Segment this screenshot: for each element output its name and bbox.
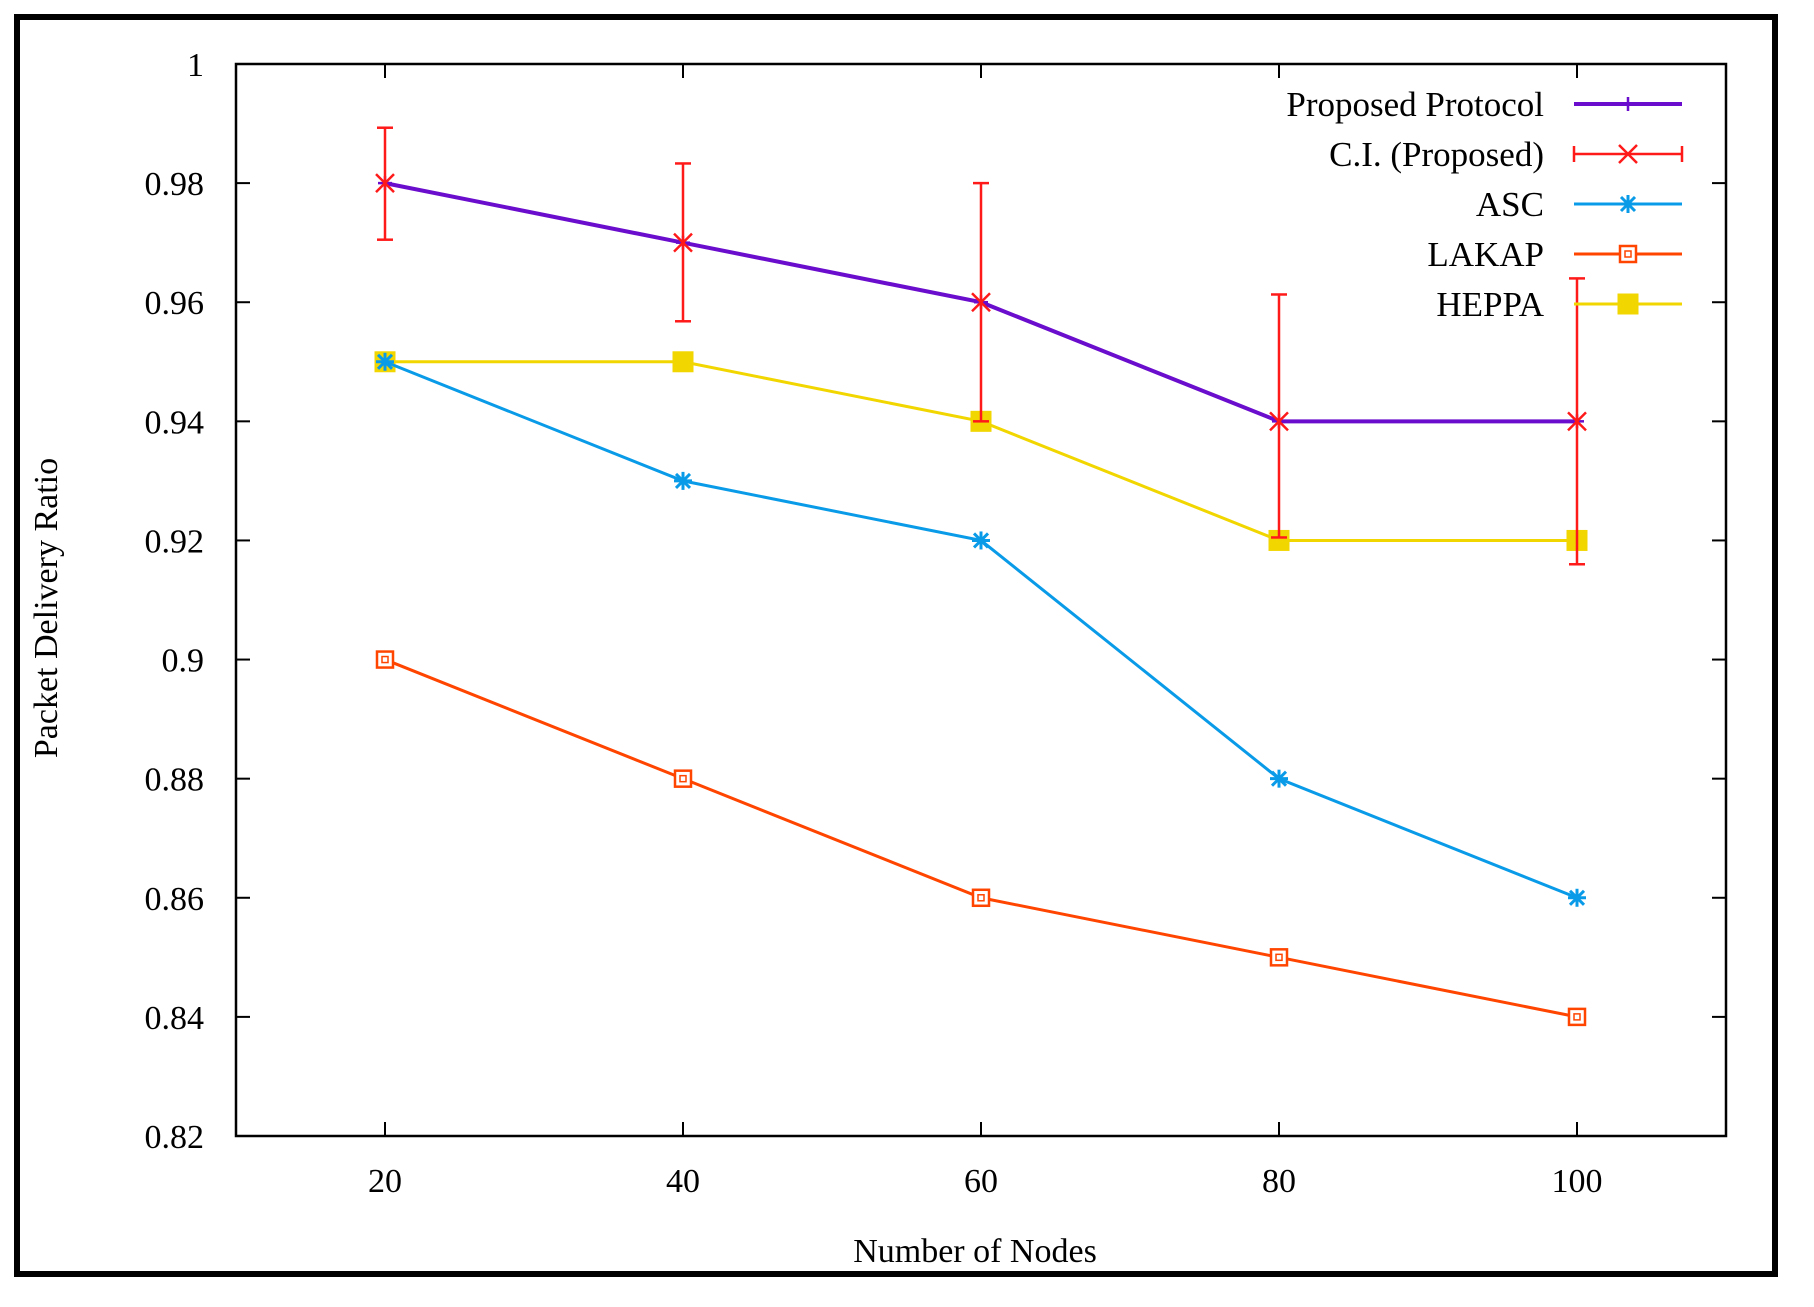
error-bar <box>1271 293 1287 539</box>
data-point <box>1568 888 1586 907</box>
y-tick-label: 0.96 <box>145 285 205 322</box>
marker-shape-inner <box>381 655 389 664</box>
marker-shape-inner <box>1275 953 1283 962</box>
marker-shape <box>673 769 693 788</box>
series-line <box>384 658 1578 1019</box>
x-tick-label: 40 <box>666 1163 700 1200</box>
data-point <box>672 351 694 373</box>
y-tick-label: 0.94 <box>145 404 205 441</box>
legend-label: C.I. (Proposed) <box>1329 135 1544 174</box>
data-point <box>376 352 394 371</box>
data-point <box>971 888 991 908</box>
series-c-i-proposed <box>375 126 1587 566</box>
plot-area: 0.82 0.84 0.86 0.88 0.9 0.92 0.94 0.96 0.98 1 20 40… <box>145 47 1728 1200</box>
legend-label: LAKAP <box>1427 235 1544 274</box>
data-point <box>375 650 395 669</box>
x-tick-label: 80 <box>1262 1163 1296 1200</box>
legend-label: ASC <box>1476 185 1544 224</box>
marker-stroke <box>972 532 990 549</box>
y-tick-label: 0.82 <box>145 1119 205 1156</box>
data-point <box>1567 411 1587 432</box>
data-point <box>673 232 693 253</box>
legend-entry-asc: ASC <box>1476 185 1682 224</box>
marker-shape-inner <box>1624 250 1632 258</box>
data-point <box>1270 769 1288 788</box>
marker-shape <box>1269 948 1289 967</box>
data-point <box>375 173 395 193</box>
y-tick-label: 0.88 <box>145 762 205 799</box>
data-point <box>673 769 693 788</box>
y-tick-label: 0.9 <box>162 643 205 680</box>
marker-shape <box>375 650 395 669</box>
y-tick-label: 1 <box>187 47 204 84</box>
legend-swatch-marker <box>1618 244 1638 264</box>
x-tick-label: 60 <box>964 1163 998 1200</box>
series-line <box>384 360 1578 900</box>
data-point <box>1269 948 1289 967</box>
x-tick-label: 100 <box>1552 1163 1603 1200</box>
legend-entry-proposed-protocol: Proposed Protocol <box>1286 85 1682 124</box>
marker-stroke <box>971 292 991 313</box>
legend-swatch-marker <box>1618 144 1638 164</box>
data-point <box>1269 411 1289 432</box>
legend-swatch-marker <box>1621 97 1635 111</box>
legend-entry-c-i-proposed: C.I. (Proposed) <box>1329 135 1684 174</box>
marker-stroke <box>375 173 395 193</box>
marker-shape <box>1617 293 1639 315</box>
legend-label: HEPPA <box>1436 285 1544 324</box>
marker-shape <box>1567 1007 1587 1027</box>
x-tick-label: 20 <box>368 1163 402 1200</box>
x-axis-label: Number of Nodes <box>853 1233 1097 1270</box>
data-point <box>674 471 692 490</box>
legend-swatch-marker <box>1619 195 1637 213</box>
marker-shape-inner <box>679 774 687 783</box>
marker-shape <box>971 888 991 908</box>
legend-entry-lakap: LAKAP <box>1427 235 1682 274</box>
y-tick-label: 0.86 <box>145 881 205 918</box>
data-point <box>971 292 991 313</box>
y-axis-label: Packet Delivery Ratio <box>28 458 65 758</box>
figure-frame <box>14 14 1778 1277</box>
marker-shape-inner <box>1573 1013 1581 1021</box>
data-point <box>1567 1007 1587 1027</box>
marker-stroke <box>674 472 692 489</box>
marker-stroke <box>1269 411 1289 432</box>
marker-stroke <box>376 353 394 370</box>
y-tick-label: 0.84 <box>145 1000 205 1037</box>
marker-stroke <box>1568 889 1586 906</box>
marker-shape <box>1618 244 1638 264</box>
marker-stroke <box>1619 195 1637 213</box>
legend-entry-heppa: HEPPA <box>1436 285 1682 324</box>
data-point <box>972 531 990 550</box>
marker-stroke <box>1567 411 1587 432</box>
marker-stroke <box>1618 144 1638 164</box>
legend: Proposed Protocol C.I. (Proposed) ASC LAKAP… <box>1286 85 1684 324</box>
legend-label: Proposed Protocol <box>1286 85 1544 124</box>
marker-stroke <box>673 232 693 253</box>
series-lakap <box>375 650 1587 1027</box>
marker-shape <box>672 351 694 373</box>
series-asc <box>376 352 1586 907</box>
legend-swatch-marker <box>1617 293 1639 315</box>
marker-stroke <box>1270 770 1288 787</box>
marker-shape-inner <box>977 894 985 902</box>
y-tick-label: 0.92 <box>145 523 205 560</box>
y-tick-label: 0.98 <box>145 166 205 203</box>
